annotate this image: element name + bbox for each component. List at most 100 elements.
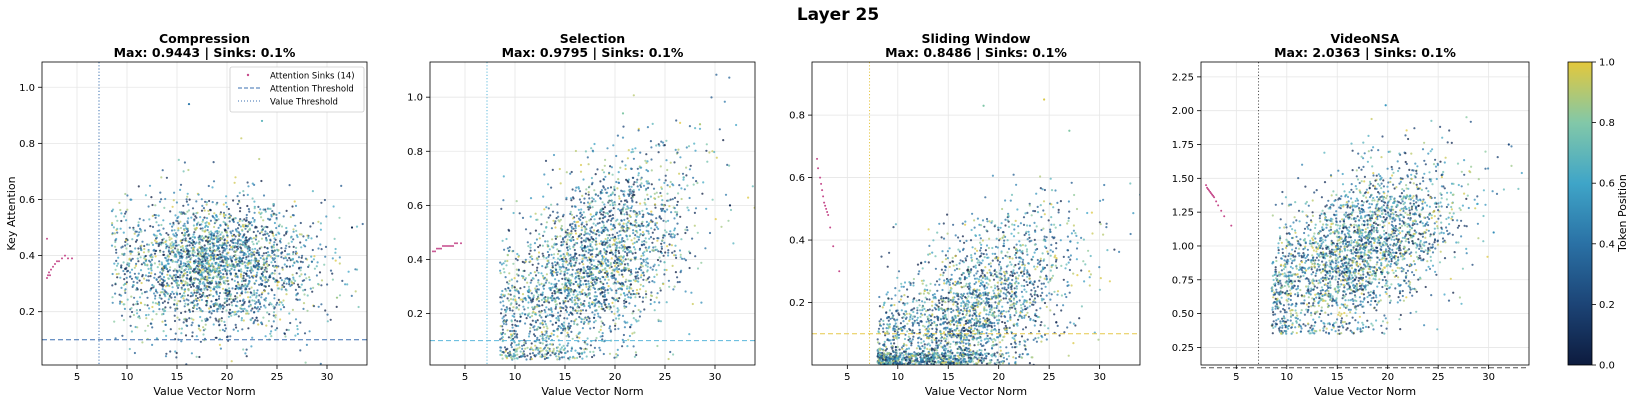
scatter-point [629, 273, 632, 277]
scatter-point [541, 335, 544, 338]
scatter-point [231, 278, 234, 281]
scatter-point [592, 350, 595, 353]
scatter-point [299, 260, 302, 263]
scatter-point [580, 229, 583, 232]
scatter-point [217, 226, 220, 229]
scatter-point [264, 266, 267, 269]
scatter-point [161, 238, 164, 241]
scatter-point [656, 237, 659, 240]
scatter-point [728, 76, 731, 79]
scatter-point [158, 279, 162, 282]
scatter-point [603, 203, 606, 206]
scatter-point [602, 207, 605, 211]
scatter-point [180, 340, 183, 343]
scatter-point [171, 259, 174, 262]
scatter-point [167, 277, 170, 280]
scatter-point [690, 291, 693, 294]
scatter-point [590, 277, 593, 280]
scatter-point [201, 229, 204, 232]
scatter-point [192, 213, 195, 216]
scatter-point [114, 292, 117, 295]
scatter-point [659, 320, 663, 323]
scatter-point [637, 172, 640, 175]
scatter-point [184, 264, 187, 267]
scatter-point [634, 257, 637, 260]
scatter-point [280, 256, 283, 259]
scatter-point [585, 283, 588, 286]
scatter-point [243, 261, 246, 264]
scatter-point [596, 301, 599, 304]
scatter-point [183, 248, 186, 251]
scatter-point [188, 241, 191, 244]
scatter-point [283, 234, 286, 237]
scatter-point [132, 284, 135, 287]
scatter-point [209, 209, 212, 212]
scatter-point [636, 235, 639, 238]
scatter-point [265, 324, 268, 327]
scatter-point [188, 244, 191, 247]
scatter-point [653, 263, 656, 266]
scatter-point [623, 194, 626, 197]
scatter-point [198, 250, 201, 253]
scatter-point [692, 176, 695, 179]
scatter-point [158, 296, 161, 299]
scatter-point [612, 144, 615, 147]
scatter-point [625, 287, 629, 290]
scatter-point [154, 273, 157, 276]
scatter-point [727, 219, 730, 222]
scatter-point [628, 227, 631, 230]
scatter-point [676, 151, 679, 154]
scatter-point [238, 191, 241, 194]
scatter-point [613, 312, 616, 315]
scatter-point [220, 244, 223, 247]
scatter-point [236, 195, 239, 198]
scatter-point [181, 231, 184, 235]
scatter-point [166, 292, 169, 295]
scatter-point [584, 240, 587, 243]
scatter-point [269, 332, 272, 335]
scatter-point [232, 218, 235, 221]
scatter-point [644, 290, 648, 293]
scatter-point [175, 219, 178, 222]
scatter-point [243, 300, 246, 303]
scatter-point [215, 319, 218, 322]
scatter-point [213, 232, 216, 235]
scatter-point [207, 267, 210, 270]
scatter-point [593, 316, 596, 319]
scatter-point [614, 324, 617, 327]
scatter-point [543, 320, 547, 323]
scatter-point [599, 328, 602, 331]
scatter-point [630, 205, 634, 208]
scatter-point [570, 281, 573, 285]
scatter-point [188, 198, 191, 201]
scatter-point [588, 233, 591, 236]
scatter-point [126, 298, 129, 301]
scatter-point [294, 204, 298, 207]
scatter-point [208, 239, 211, 242]
scatter-point [579, 317, 582, 320]
scatter-point [119, 300, 122, 303]
scatter-point [259, 277, 262, 280]
scatter-point [242, 348, 245, 351]
scatter-point [159, 275, 162, 278]
scatter-point [111, 208, 115, 211]
scatter-point [519, 313, 522, 316]
scatter-point [506, 247, 509, 250]
scatter-point [551, 264, 554, 267]
scatter-point [223, 256, 226, 259]
scatter-point [162, 219, 165, 222]
scatter-point [575, 334, 578, 337]
scatter-point [667, 219, 670, 222]
scatter-point [618, 268, 621, 271]
scatter-point [288, 245, 291, 248]
scatter-point [301, 261, 304, 264]
scatter-point [249, 291, 252, 294]
scatter-point [157, 244, 160, 248]
scatter-point [212, 295, 215, 298]
scatter-point [639, 234, 642, 237]
scatter-point [660, 194, 663, 198]
scatter-point [226, 265, 229, 268]
scatter-point [283, 332, 286, 335]
scatter-point [646, 262, 650, 265]
scatter-point [190, 291, 193, 294]
